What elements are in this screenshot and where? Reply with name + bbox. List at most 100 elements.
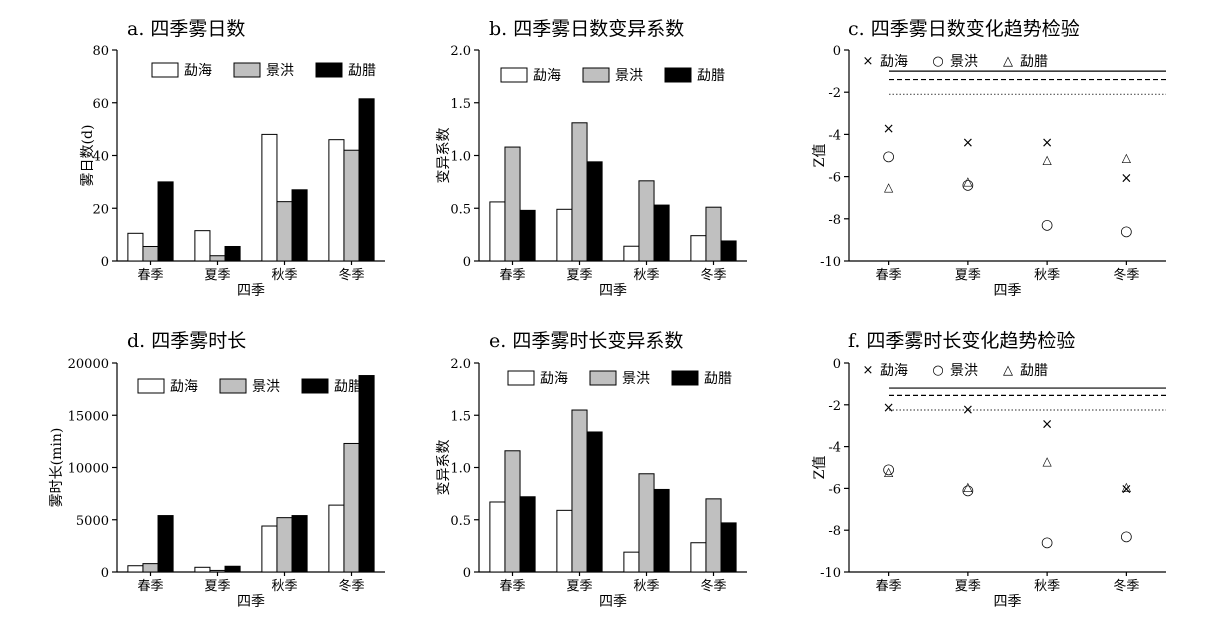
y-tick-label: 0.5 <box>450 202 471 217</box>
y-tick-label: 80 <box>92 44 109 59</box>
legend-marker: △ <box>1003 54 1013 69</box>
y-tick-label: -6 <box>828 171 841 186</box>
bar-景洪-秋季 <box>276 517 293 573</box>
x-tick-label: 春季 <box>499 268 525 283</box>
x-tick-label: 秋季 <box>633 579 659 594</box>
x-tick-label: 秋季 <box>1034 579 1060 594</box>
legend-label: 勐海 <box>184 63 212 79</box>
y-tick-label: -2 <box>828 399 841 414</box>
legend-swatch <box>151 62 179 78</box>
x-tick-label: 夏季 <box>955 268 981 283</box>
marker-勐腊-秋季: △ <box>1043 454 1053 468</box>
x-tick-label: 冬季 <box>700 578 726 594</box>
marker-景洪-秋季: ○ <box>1041 535 1053 551</box>
x-tick-label: 秋季 <box>271 579 297 594</box>
bar-勐海-秋季 <box>623 551 640 573</box>
legend: 勐海 景洪 勐腊 <box>500 67 725 84</box>
x-tick-label: 夏季 <box>566 579 592 594</box>
bar-勐腊-冬季 <box>720 522 737 573</box>
bar-景洪-春季 <box>504 146 521 262</box>
marker-勐腊-冬季: △ <box>1122 479 1132 493</box>
bar-景洪-夏季 <box>209 255 226 262</box>
legend-swatch <box>582 67 610 83</box>
y-tick-label: 0 <box>833 44 841 59</box>
y-tick-label: 0 <box>463 255 471 270</box>
x-axis-label: 四季 <box>599 594 627 610</box>
x-tick-label: 夏季 <box>955 579 981 594</box>
x-axis-label: 四季 <box>237 283 265 299</box>
legend-marker: × <box>863 54 874 69</box>
chart-title: c. 四季雾日数变化趋势检验 <box>848 18 1080 40</box>
marker-景洪-冬季: ○ <box>1120 223 1132 239</box>
y-tick-label: 1.5 <box>450 409 471 424</box>
x-tick-label: 春季 <box>137 268 163 283</box>
y-tick-label: 15000 <box>68 409 109 424</box>
legend-marker: × <box>863 363 874 378</box>
marker-勐腊-夏季: △ <box>963 479 973 493</box>
bar-勐腊-冬季 <box>358 375 375 573</box>
legend-swatch <box>137 378 165 394</box>
y-tick-label: 20 <box>92 202 109 217</box>
y-axis-label: Z值 <box>812 144 828 168</box>
x-axis-label: 四季 <box>994 594 1022 610</box>
y-tick-label: 10000 <box>68 462 109 477</box>
y-tick-label: 0.5 <box>450 514 471 529</box>
y-tick-label: 20000 <box>68 357 109 372</box>
bar-景洪-夏季 <box>209 569 226 573</box>
legend-swatch <box>500 67 528 83</box>
legend-swatch <box>507 370 535 386</box>
y-tick-label: 1.0 <box>450 150 471 165</box>
legend-swatch <box>315 62 343 78</box>
legend-label: 勐海 <box>533 68 561 84</box>
bar-勐腊-夏季 <box>224 245 241 262</box>
legend-label: 景洪 <box>950 363 978 379</box>
chart-title: a. 四季雾日数 <box>127 18 245 40</box>
marker-景洪-春季: ○ <box>883 462 895 478</box>
legend-label: 勐海 <box>880 54 908 70</box>
bar-景洪-秋季 <box>276 201 293 262</box>
y-tick-label: -4 <box>828 441 841 456</box>
marker-勐腊-春季: △ <box>884 180 894 194</box>
marker-景洪-冬季: ○ <box>1120 528 1132 544</box>
y-tick-label: -6 <box>828 482 841 497</box>
y-tick-label: 0 <box>101 566 109 581</box>
y-tick-label: 0 <box>463 566 471 581</box>
legend-label: 勐腊 <box>1020 363 1048 379</box>
legend-swatch <box>671 370 699 386</box>
y-axis-label: Z值 <box>812 456 828 480</box>
x-tick-label: 冬季 <box>700 267 726 283</box>
chart-title: b. 四季雾日数变异系数 <box>489 18 684 40</box>
legend-label: 勐腊 <box>704 371 732 387</box>
chart-title: e. 四季雾时长变异系数 <box>489 330 683 352</box>
x-tick-label: 春季 <box>876 268 902 283</box>
x-tick-label: 夏季 <box>204 579 230 594</box>
marker-勐腊-夏季: △ <box>963 174 973 188</box>
legend: 勐海 景洪 勐腊 <box>507 370 732 387</box>
x-axis-label: 四季 <box>994 283 1022 299</box>
bar-勐海-冬季 <box>328 139 345 262</box>
marker-勐腊-冬季: △ <box>1122 151 1132 165</box>
legend-label: 景洪 <box>950 54 978 70</box>
legend-marker: △ <box>1003 363 1013 378</box>
y-tick-label: 2.0 <box>450 44 471 59</box>
marker-勐海-春季: × <box>883 121 895 137</box>
y-axis-label: 变异系数 <box>436 128 452 184</box>
x-tick-label: 秋季 <box>633 268 659 283</box>
x-axis-label: 四季 <box>237 594 265 610</box>
legend: × 勐海 ○ 景洪 △ 勐腊 <box>863 363 1048 379</box>
y-tick-label: -10 <box>820 255 841 270</box>
x-tick-label: 春季 <box>137 579 163 594</box>
marker-勐海-秋季: × <box>1041 135 1053 151</box>
bar-勐海-春季 <box>489 501 506 573</box>
legend-swatch <box>233 62 261 78</box>
bar-景洪-夏季 <box>571 122 588 262</box>
legend: 勐海 景洪 勐腊 <box>137 378 362 395</box>
legend-swatch <box>664 67 692 83</box>
x-tick-label: 春季 <box>499 579 525 594</box>
bar-勐海-秋季 <box>623 245 640 262</box>
y-tick-label: -8 <box>828 213 841 228</box>
bar-勐腊-春季 <box>519 496 536 573</box>
